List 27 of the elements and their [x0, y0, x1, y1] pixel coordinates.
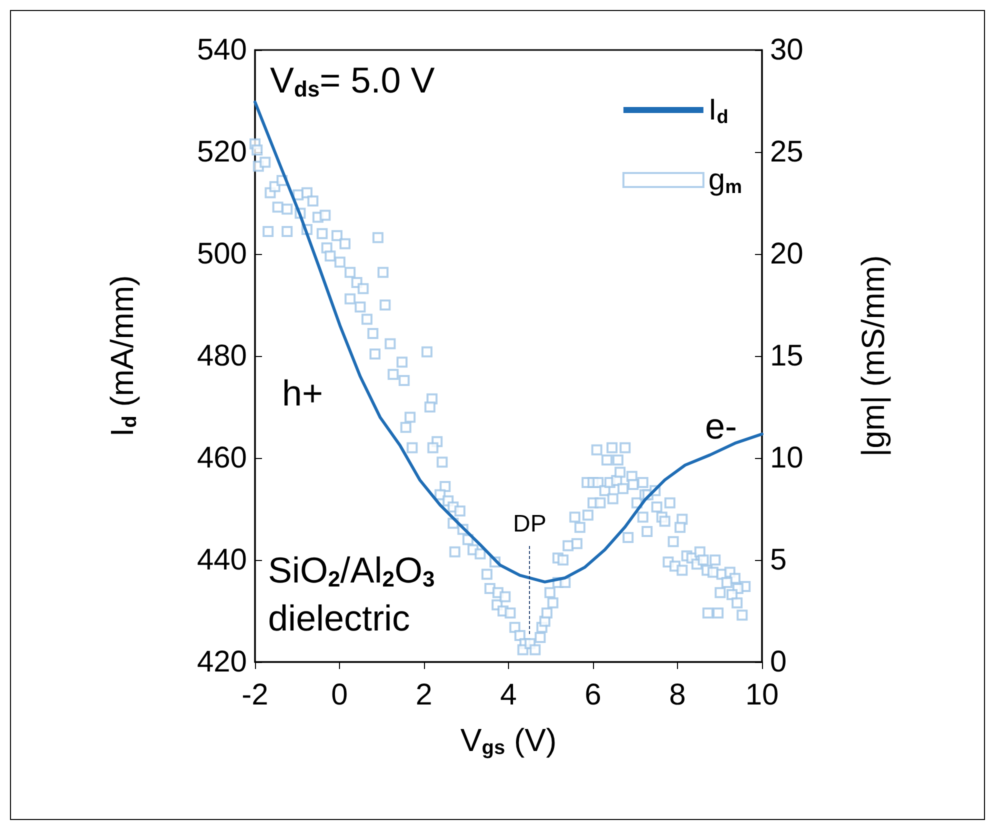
y-tick-label: 540: [196, 34, 247, 66]
y2-axis-title: |gm| (mS/mm): [855, 255, 891, 457]
y-tick-label: 480: [196, 340, 247, 372]
y-tick-label: 520: [196, 136, 247, 168]
x-tick-label: 2: [416, 678, 432, 712]
y-tick-label: 420: [196, 646, 247, 678]
x-tick-label: 4: [500, 678, 517, 712]
y2-tick-label: 5: [770, 544, 787, 576]
annotation: e-: [705, 406, 738, 446]
y-tick-label: 460: [196, 442, 247, 474]
y-axis-title: Id (mA/mm): [104, 275, 141, 437]
y2-tick-label: 15: [770, 340, 804, 372]
x-tick-label: -2: [242, 678, 268, 712]
x-tick-label: 6: [584, 678, 602, 712]
annotation: dielectric: [268, 598, 410, 638]
y2-tick-label: 25: [770, 136, 804, 168]
y2-tick-label: 20: [770, 238, 804, 270]
annotation: DP: [513, 510, 546, 538]
x-tick-label: 10: [745, 678, 779, 712]
y2-tick-label: 10: [770, 442, 804, 474]
y-tick-label: 440: [196, 544, 247, 576]
annotation: h+: [282, 372, 324, 414]
x-tick-label: 0: [331, 678, 348, 712]
y2-tick-label: 30: [770, 34, 804, 66]
x-tick-label: 8: [669, 678, 686, 712]
y2-tick-label: 0: [770, 646, 787, 678]
y-tick-label: 500: [196, 238, 247, 270]
